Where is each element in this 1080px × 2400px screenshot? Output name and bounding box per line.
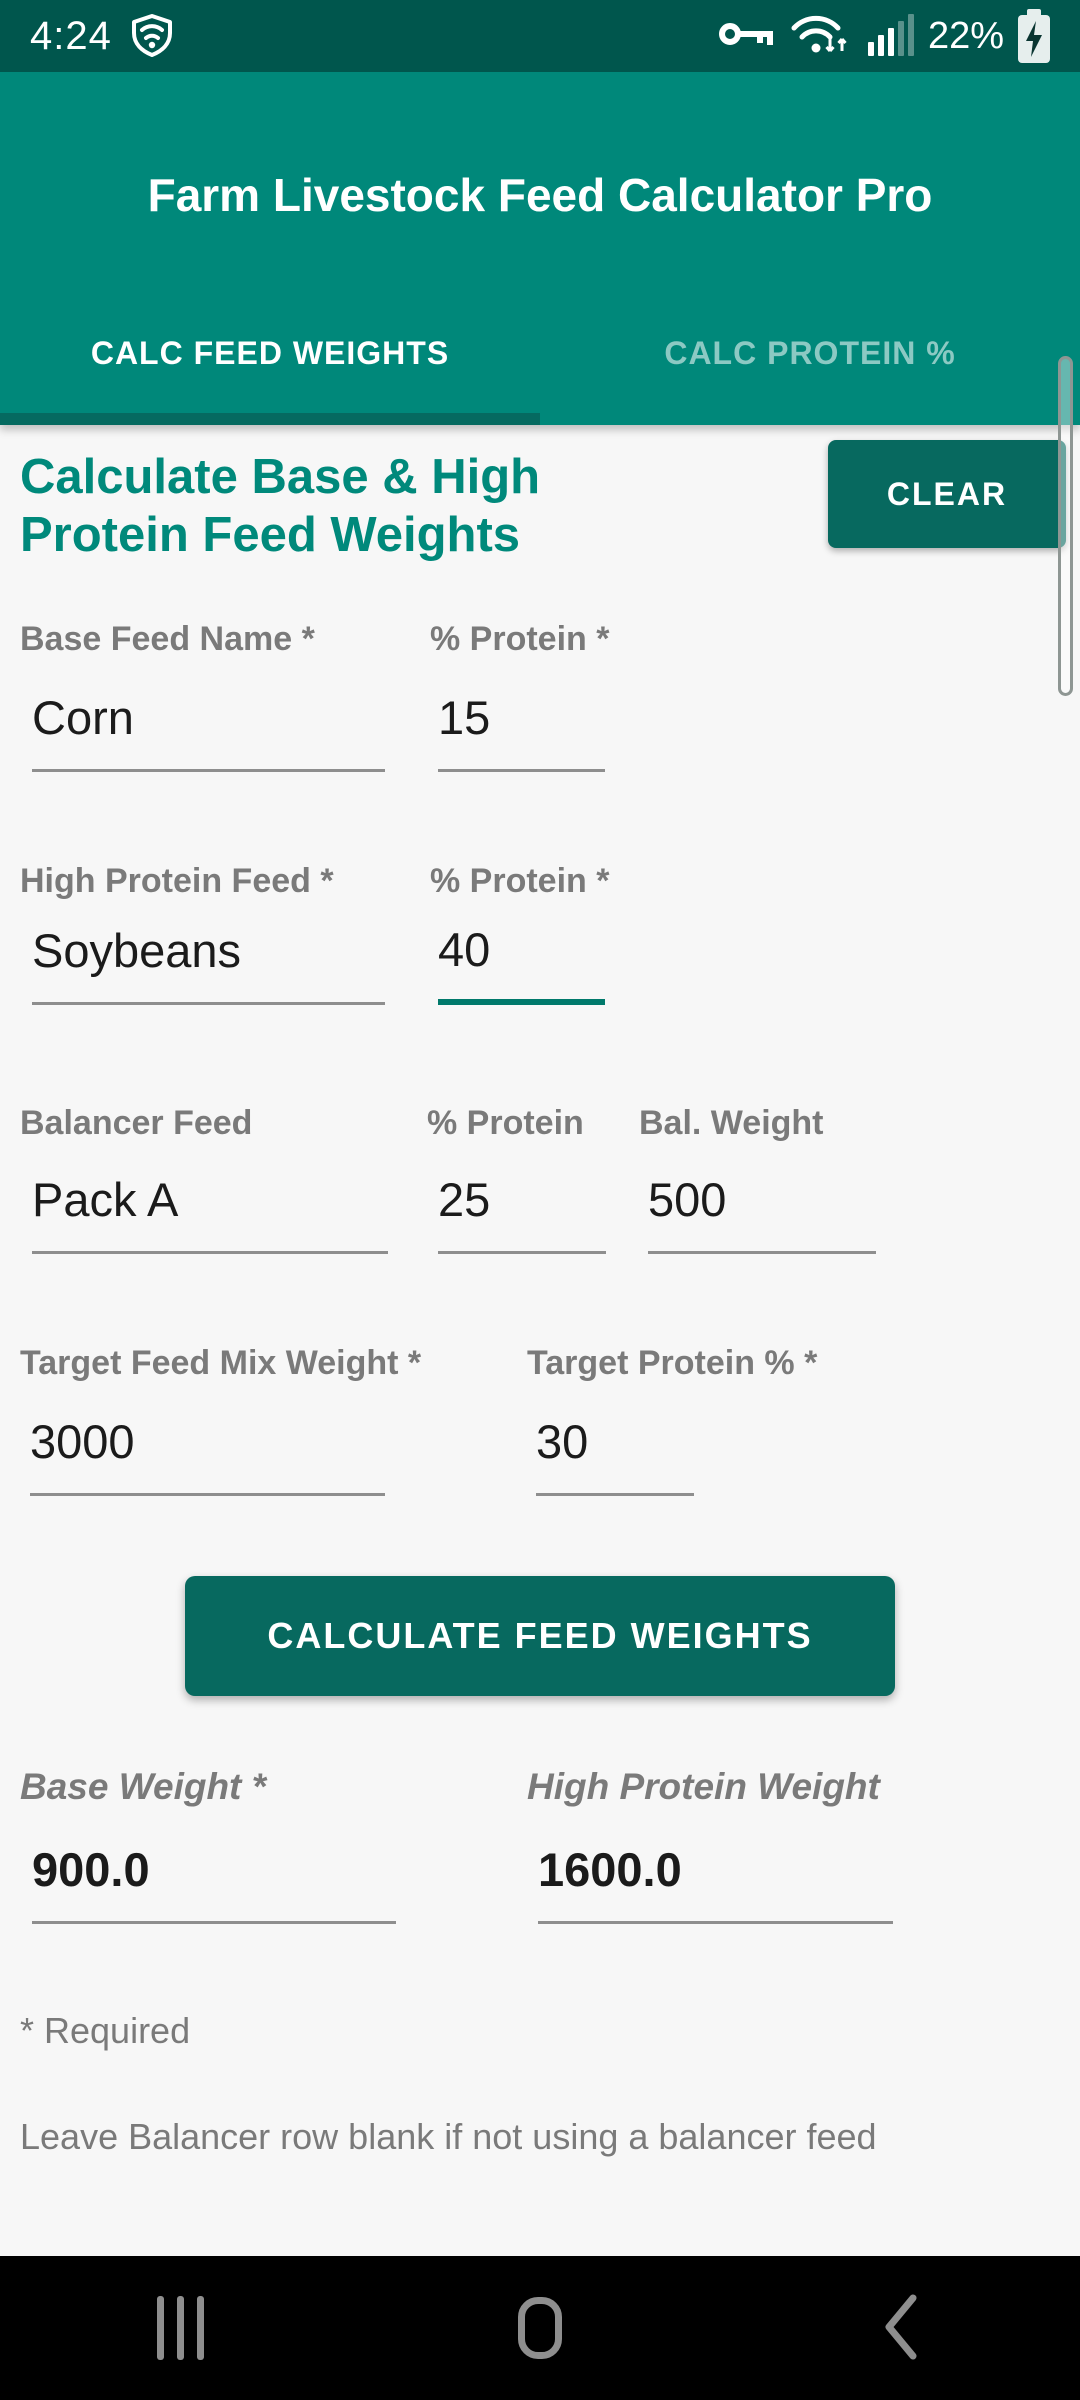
scrollbar[interactable] <box>1058 356 1073 696</box>
high-protein-weight-result-label: High Protein Weight <box>527 1766 880 1807</box>
app-title: Farm Livestock Feed Calculator Pro <box>147 169 933 221</box>
status-bar: 4:24 <box>0 0 1080 72</box>
balancer-weight-label: Bal. Weight <box>639 1104 824 1142</box>
base-feed-input[interactable] <box>32 680 385 772</box>
balancer-feed-label: Balancer Feed <box>20 1104 253 1142</box>
signal-strength-icon <box>867 14 914 56</box>
base-protein-field <box>438 680 605 772</box>
balancer-note: Leave Balancer row blank if not using a … <box>20 2116 877 2157</box>
balancer-protein-field <box>438 1162 606 1254</box>
target-weight-input[interactable] <box>30 1404 385 1496</box>
base-feed-name-label: Base Feed Name * <box>20 620 315 658</box>
target-weight-label: Target Feed Mix Weight * <box>20 1344 422 1382</box>
home-button[interactable] <box>440 2273 640 2383</box>
calculate-feed-weights-button[interactable]: CALCULATE FEED WEIGHTS <box>185 1576 895 1696</box>
balancer-protein-input[interactable] <box>438 1162 606 1254</box>
page-heading: Calculate Base & High Protein Feed Weigh… <box>20 450 541 562</box>
vpn-key-icon <box>718 15 774 58</box>
base-protein-label: % Protein * <box>430 620 610 658</box>
target-weight-field <box>30 1404 385 1496</box>
required-note: * Required <box>20 2010 191 2051</box>
clock-text: 4:24 <box>30 13 112 58</box>
balancer-feed-field <box>32 1162 388 1254</box>
base-weight-result-input[interactable] <box>32 1832 396 1924</box>
battery-percent-text: 22% <box>927 14 1004 57</box>
app-bar: Farm Livestock Feed Calculator Pro CALC … <box>0 72 1080 425</box>
high-protein-pct-label: % Protein * <box>430 862 610 900</box>
high-protein-pct-input[interactable] <box>438 913 605 1005</box>
recents-button[interactable] <box>80 2273 280 2383</box>
clear-button[interactable]: CLEAR <box>828 440 1066 548</box>
back-button[interactable] <box>800 2273 1000 2383</box>
active-tab-indicator <box>0 413 540 425</box>
high-protein-feed-field <box>32 913 385 1005</box>
tab-calc-protein[interactable]: CALC PROTEIN % <box>664 334 956 371</box>
balancer-weight-input[interactable] <box>648 1162 876 1254</box>
high-protein-feed-input[interactable] <box>32 913 385 1005</box>
wifi-icon <box>788 11 854 62</box>
battery-charging-icon <box>1018 9 1050 63</box>
high-protein-feed-label: High Protein Feed * <box>20 862 334 900</box>
high-protein-pct-field <box>438 913 605 1005</box>
back-icon <box>879 2290 921 2367</box>
home-icon <box>518 2297 562 2359</box>
base-protein-input[interactable] <box>438 680 605 772</box>
wifi-calling-icon <box>128 10 176 63</box>
base-weight-result-label: Base Weight * <box>20 1766 267 1807</box>
tab-calc-feed-weights[interactable]: CALC FEED WEIGHTS <box>90 334 450 371</box>
base-feed-field <box>32 680 385 772</box>
target-protein-input[interactable] <box>536 1404 694 1496</box>
balancer-feed-input[interactable] <box>32 1162 388 1254</box>
target-protein-label: Target Protein % * <box>527 1344 818 1382</box>
balancer-weight-field <box>648 1162 876 1254</box>
navigation-bar <box>0 2256 1080 2400</box>
balancer-protein-label: % Protein <box>427 1104 584 1142</box>
target-protein-field <box>536 1404 694 1496</box>
recents-icon <box>156 2296 204 2360</box>
base-weight-result-field <box>32 1832 396 1924</box>
tab-bar: CALC FEED WEIGHTS CALC PROTEIN % <box>0 307 1080 425</box>
high-protein-weight-result-input[interactable] <box>538 1832 893 1924</box>
high-protein-weight-result-field <box>538 1832 893 1924</box>
